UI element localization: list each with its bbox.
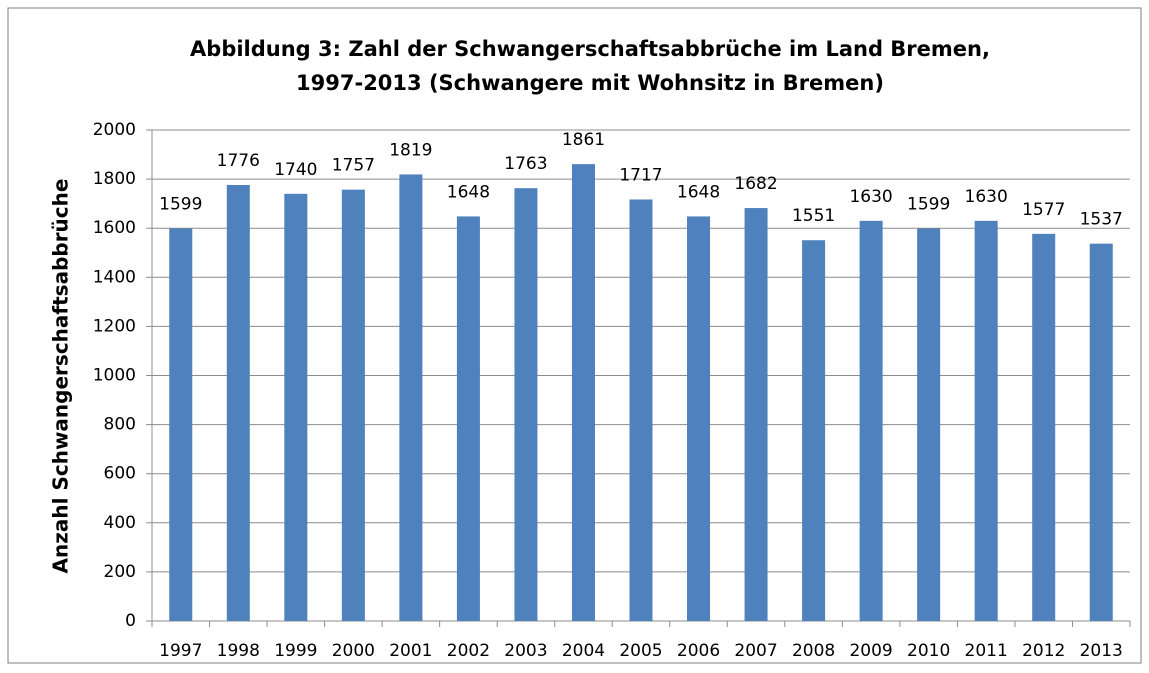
- data-label: 1630: [849, 187, 892, 207]
- chart-frame: [7, 7, 1142, 664]
- y-tick-label: 1800: [93, 169, 136, 189]
- data-label: 1861: [562, 130, 605, 150]
- x-tick-label: 2005: [619, 641, 662, 661]
- bar: [629, 199, 653, 621]
- data-label: 1599: [907, 194, 950, 214]
- data-label: 1757: [332, 156, 375, 176]
- x-tick-label: 2011: [965, 641, 1008, 661]
- y-tick-label: 800: [104, 415, 136, 435]
- bar: [859, 220, 883, 621]
- bar: [917, 228, 941, 621]
- x-tick-label: 2010: [907, 641, 950, 661]
- bar: [1032, 233, 1056, 621]
- y-tick-label: 1400: [93, 267, 136, 287]
- x-tick-label: 2006: [677, 641, 720, 661]
- bar: [974, 220, 998, 621]
- data-label: 1682: [734, 174, 777, 194]
- y-tick-label: 1200: [93, 316, 136, 336]
- y-tick-label: 1600: [93, 218, 136, 238]
- bar: [399, 174, 423, 622]
- chart-title: Abbildung 3: Zahl der Schwangerschaftsab…: [190, 37, 990, 61]
- x-tick-label: 1997: [159, 641, 202, 661]
- bar: [687, 216, 711, 621]
- bar: [1089, 243, 1113, 621]
- data-label: 1819: [389, 140, 432, 160]
- x-tick-label: 2008: [792, 641, 835, 661]
- x-tick-label: 2012: [1022, 641, 1065, 661]
- x-tick-label: 2000: [332, 641, 375, 661]
- x-tick-label: 2004: [562, 641, 605, 661]
- x-tick-label: 2013: [1080, 641, 1123, 661]
- x-tick-label: 2009: [849, 641, 892, 661]
- x-tick-label: 2007: [734, 641, 777, 661]
- data-label: 1599: [159, 194, 202, 214]
- data-label: 1537: [1080, 210, 1123, 230]
- bar: [802, 240, 826, 622]
- bar: [341, 189, 365, 621]
- data-label: 1648: [447, 182, 490, 202]
- y-tick-label: 0: [125, 611, 136, 631]
- data-label: 1648: [677, 182, 720, 202]
- y-tick-label: 400: [104, 513, 136, 533]
- bar: [571, 164, 595, 621]
- data-label: 1630: [965, 187, 1008, 207]
- x-tick-label: 1998: [217, 641, 260, 661]
- bar: [514, 188, 538, 621]
- y-tick-label: 2000: [93, 120, 136, 140]
- x-tick-label: 2003: [504, 641, 547, 661]
- data-label: 1577: [1022, 200, 1065, 220]
- y-tick-label: 200: [104, 562, 136, 582]
- data-label: 1740: [274, 160, 317, 180]
- bar: [456, 216, 480, 621]
- data-label: 1717: [619, 165, 662, 185]
- y-tick-label: 1000: [93, 366, 136, 386]
- x-tick-label: 2002: [447, 641, 490, 661]
- bar: [284, 193, 308, 621]
- bar: [226, 184, 250, 621]
- bar: [169, 228, 193, 621]
- data-label: 1776: [217, 151, 260, 171]
- data-label: 1551: [792, 206, 835, 226]
- chart-title: 1997-2013 (Schwangere mit Wohnsitz in Br…: [296, 71, 884, 95]
- x-tick-label: 1999: [274, 641, 317, 661]
- y-axis-label: Anzahl Schwangerschaftsabbrüche: [49, 179, 73, 574]
- bar: [744, 208, 768, 621]
- data-label: 1763: [504, 154, 547, 174]
- y-tick-label: 600: [104, 464, 136, 484]
- x-tick-label: 2001: [389, 641, 432, 661]
